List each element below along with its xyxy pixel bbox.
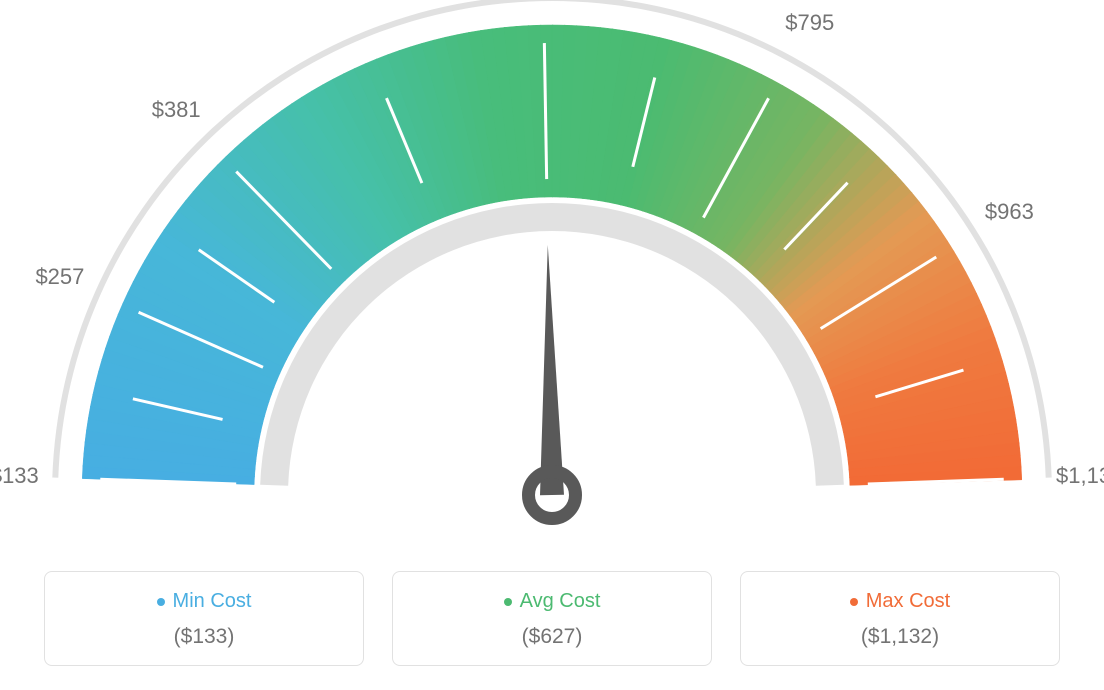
legend-title-row: Avg Cost	[403, 590, 701, 613]
legend-title-row: Max Cost	[751, 590, 1049, 613]
legend-bullet-icon	[157, 598, 165, 606]
gauge-needle	[540, 245, 564, 495]
legend-card: Min Cost ($133)	[44, 571, 364, 666]
gauge-tick-label: $963	[985, 199, 1034, 225]
legend-bullet-icon	[504, 598, 512, 606]
gauge-tick-label: $381	[152, 97, 201, 123]
gauge-tick-label: $257	[35, 264, 84, 290]
legend-value: ($1,132)	[751, 625, 1049, 649]
legend-title: Avg Cost	[520, 590, 601, 613]
gauge-tick-label: $1,132	[1056, 463, 1104, 489]
gauge-chart: $133$257$381$627$795$963$1,132	[0, 0, 1104, 560]
legend-title: Min Cost	[173, 590, 252, 613]
gauge-svg	[0, 0, 1104, 560]
gauge-tick-label: $133	[0, 463, 39, 489]
gauge-tick-label: $795	[785, 10, 834, 36]
legend-value: ($133)	[55, 625, 353, 649]
legend-title: Max Cost	[866, 590, 950, 613]
legend-card: Max Cost ($1,132)	[740, 571, 1060, 666]
legend-bullet-icon	[850, 598, 858, 606]
legend-value: ($627)	[403, 625, 701, 649]
legend-card: Avg Cost ($627)	[392, 571, 712, 666]
legend-title-row: Min Cost	[55, 590, 353, 613]
legend-row: Min Cost ($133) Avg Cost ($627) Max Cost ($1,…	[0, 571, 1104, 666]
